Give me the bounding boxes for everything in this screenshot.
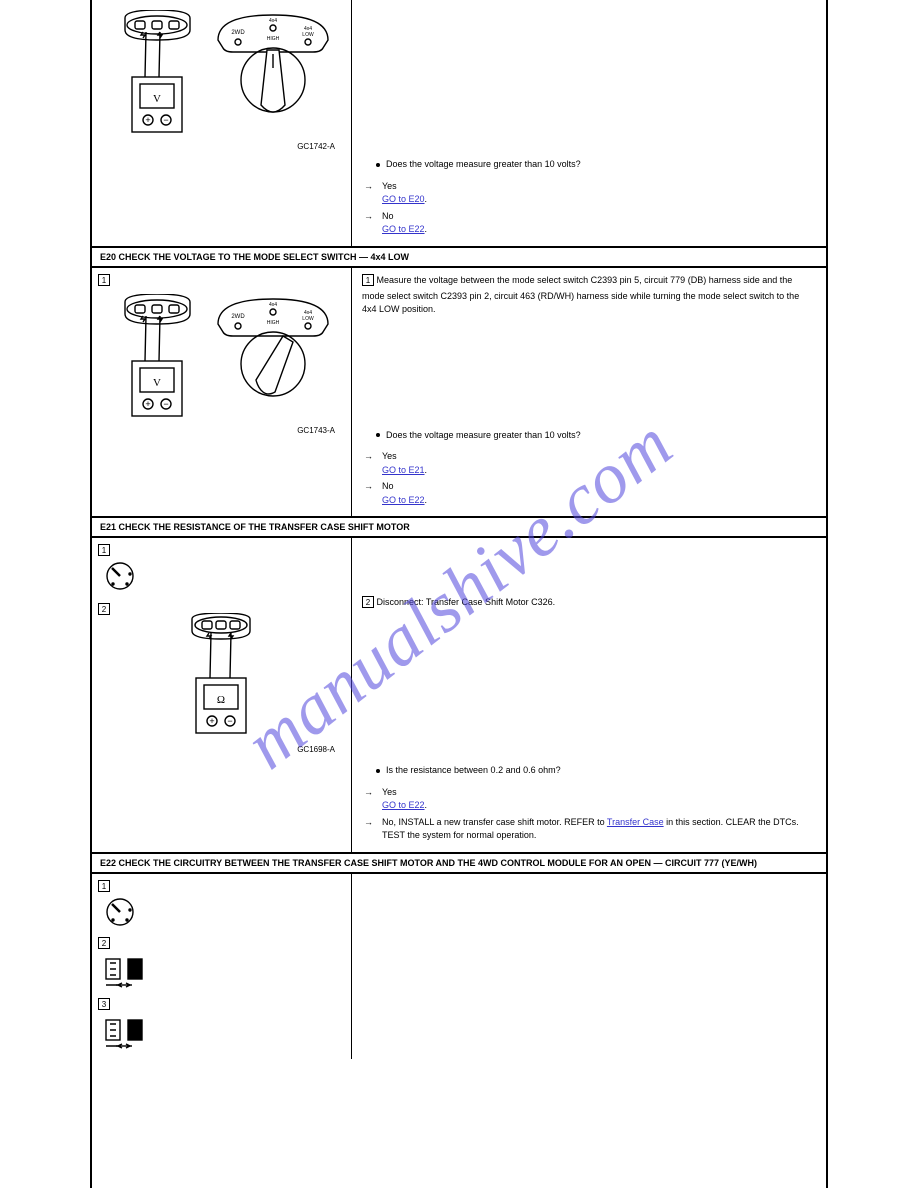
e19-diagram: V + − 2WD 4x4 HIGH 4x4 LOW — [98, 10, 345, 140]
connector-ohmmeter-icon: Ω + − — [174, 613, 269, 743]
key-off-icon — [104, 560, 136, 592]
link-e21[interactable]: GO to E21 — [382, 465, 425, 475]
e19-right: Does the voltage measure greater than 10… — [352, 0, 826, 246]
svg-text:−: − — [163, 399, 168, 409]
e21-question: Is the resistance between 0.2 and 0.6 oh… — [376, 764, 816, 778]
section-e20-body: 1 V + − — [92, 268, 826, 519]
svg-text:V: V — [153, 377, 161, 389]
e22-header: E22 CHECK THE CIRCUITRY BETWEEN THE TRAN… — [92, 854, 826, 874]
e22-right — [352, 874, 826, 1059]
disconnect-icon — [102, 1014, 150, 1050]
key-off-icon — [104, 896, 136, 928]
svg-text:−: − — [227, 716, 232, 726]
svg-text:HIGH: HIGH — [267, 36, 280, 42]
e21-right: 2 Disconnect: Transfer Case Shift Motor … — [352, 538, 826, 852]
e22-s1-icon: 1 — [98, 880, 110, 892]
fig-label-3: GC1698-A — [98, 745, 345, 754]
svg-text:HIGH: HIGH — [267, 320, 280, 326]
e19-left: V + − 2WD 4x4 HIGH 4x4 LOW — [92, 0, 352, 246]
svg-text:LOW: LOW — [302, 32, 314, 38]
e21-yes: YesGO to E22. — [382, 786, 816, 813]
link-e22b[interactable]: GO to E22 — [382, 495, 425, 505]
svg-text:2WD: 2WD — [231, 30, 245, 36]
connector-voltmeter-icon: V + − — [110, 10, 205, 140]
e20-question: Does the voltage measure greater than 10… — [376, 429, 816, 443]
e20-left: 1 V + − — [92, 268, 352, 517]
step-1-icon: 1 — [98, 274, 110, 286]
e21-s1-icon: 1 — [98, 544, 110, 556]
svg-text:V: V — [153, 93, 161, 105]
e20-right: 1 Measure the voltage between the mode s… — [352, 268, 826, 517]
section-e21-body: 1 2 — [92, 538, 826, 854]
section-e19-body: V + − 2WD 4x4 HIGH 4x4 LOW — [92, 0, 826, 248]
page: manualshive.com V + — [90, 0, 828, 1188]
link-e20[interactable]: GO to E20 — [382, 194, 425, 204]
e21-left: 1 2 — [92, 538, 352, 852]
e19-question: Does the voltage measure greater than 10… — [376, 158, 816, 172]
disconnect-icon — [102, 953, 150, 989]
e21-s2r-icon: 2 — [362, 596, 374, 608]
e20-step1-text: Measure the voltage between the mode sel… — [362, 275, 799, 315]
svg-text:2WD: 2WD — [231, 314, 245, 320]
connector-voltmeter-icon: V + − — [110, 294, 205, 424]
e20-yes: YesGO to E21. — [382, 450, 816, 477]
e21-header: E21 CHECK THE RESISTANCE OF THE TRANSFER… — [92, 518, 826, 538]
link-e22a[interactable]: GO to E22 — [382, 224, 425, 234]
link-e22c[interactable]: GO to E22 — [382, 800, 425, 810]
svg-text:+: + — [145, 399, 150, 409]
svg-text:4x4: 4x4 — [269, 302, 277, 308]
e20-diagram: V + − 2WD 4x4 HIGH 4x4 LOW — [98, 294, 345, 424]
svg-text:+: + — [145, 115, 150, 125]
svg-text:LOW: LOW — [302, 316, 314, 322]
section-e22-body: 1 2 3 — [92, 874, 826, 1059]
e19-no: NoGO to E22. — [382, 210, 816, 237]
fig-label-1: GC1742-A — [98, 142, 345, 151]
svg-text:−: − — [163, 115, 168, 125]
link-transfer-case[interactable]: Transfer Case — [607, 817, 664, 827]
e21-no: No, INSTALL a new transfer case shift mo… — [382, 816, 816, 843]
e22-s3-icon: 3 — [98, 998, 110, 1010]
svg-text:Ω: Ω — [217, 694, 225, 706]
e21-step2-text: Disconnect: Transfer Case Shift Motor C3… — [377, 597, 556, 607]
fig-label-2: GC1743-A — [98, 426, 345, 435]
e21-s2-icon: 2 — [98, 603, 110, 615]
e20-no: NoGO to E22. — [382, 480, 816, 507]
e22-s2-icon: 2 — [98, 937, 110, 949]
mode-knob-icon: 2WD 4x4 HIGH 4x4 LOW — [213, 10, 333, 120]
e19-yes: YesGO to E20. — [382, 180, 816, 207]
svg-text:+: + — [209, 716, 214, 726]
e22-left: 1 2 3 — [92, 874, 352, 1059]
step-1r-icon: 1 — [362, 274, 374, 286]
mode-knob-low-icon: 2WD 4x4 HIGH 4x4 LOW — [213, 294, 333, 404]
svg-text:4x4: 4x4 — [269, 18, 277, 24]
e20-header: E20 CHECK THE VOLTAGE TO THE MODE SELECT… — [92, 248, 826, 268]
e21-diagram: Ω + − — [98, 613, 345, 743]
